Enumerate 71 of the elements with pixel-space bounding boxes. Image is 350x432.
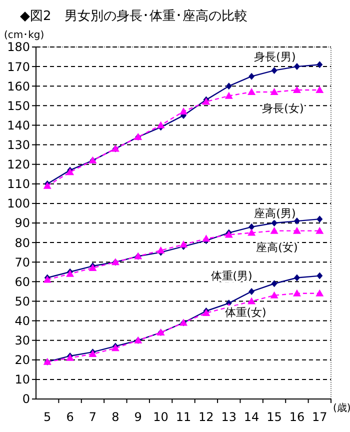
point: [292, 86, 301, 94]
point: [270, 88, 278, 95]
point: [316, 289, 324, 296]
point: [292, 289, 301, 296]
y-tick-label: 150: [7, 98, 30, 113]
y-tick-label: 50: [14, 294, 30, 308]
y-tick-label: 70: [14, 255, 30, 270]
series-label: 身長(女): [262, 102, 304, 116]
point: [180, 108, 188, 115]
y-tick-label: 90: [14, 216, 30, 230]
y-tick-label: 180: [7, 40, 30, 54]
point: [156, 121, 165, 128]
series-label: 体重(女): [224, 306, 266, 320]
point: [248, 88, 256, 95]
point: [316, 226, 324, 234]
point: [248, 297, 256, 304]
point: [248, 228, 256, 236]
point: [270, 291, 278, 298]
x-tick-label: 16: [289, 410, 305, 424]
x-tick-label: 12: [198, 410, 214, 424]
y-tick-label: 40: [14, 314, 30, 328]
point: [271, 220, 278, 226]
point: [292, 226, 301, 234]
x-tick-label: 14: [244, 410, 260, 424]
point: [271, 280, 278, 288]
x-tick-label: 10: [153, 410, 168, 424]
series-label: 身長(男): [254, 50, 296, 64]
point: [156, 246, 165, 254]
chart-title: ◆図2 男女別の身長･体重･座高の比較: [20, 8, 248, 24]
point: [248, 223, 255, 230]
y-tick-label: 110: [7, 177, 30, 192]
point: [294, 274, 300, 282]
series-label: 座高(女): [256, 240, 298, 254]
point: [224, 92, 233, 99]
x-tick-label: 8: [112, 410, 120, 424]
y-tick-label: 130: [7, 138, 30, 152]
point: [226, 82, 232, 90]
x-tick-label: 7: [88, 410, 97, 424]
point: [294, 218, 300, 225]
x-axis-title: (歳): [333, 402, 350, 414]
x-tick-label: 5: [44, 410, 52, 424]
y-tick-label: 160: [7, 79, 30, 94]
y-tick-label: 10: [14, 372, 30, 387]
y-tick-label: 60: [14, 274, 30, 289]
x-tick-label: 11: [176, 410, 192, 424]
point: [316, 86, 324, 94]
point: [316, 216, 323, 223]
point: [248, 72, 255, 80]
point: [270, 226, 278, 234]
x-tick-label: 6: [66, 410, 74, 424]
y-tick-label: 80: [14, 236, 30, 250]
point: [202, 234, 210, 242]
x-tick-label: 9: [134, 410, 142, 424]
y-tick-label: 170: [7, 60, 30, 74]
y-tick-label: 20: [14, 353, 30, 368]
series-label: 座高(男): [254, 207, 296, 220]
x-tick-label: 13: [221, 410, 237, 424]
series-label: 体重(男): [210, 269, 252, 282]
point: [248, 288, 255, 295]
y-tick-label: 0: [22, 392, 30, 406]
point: [316, 272, 323, 280]
y-tick-label: 30: [14, 334, 30, 348]
point: [294, 63, 300, 70]
y-tick-label: 100: [7, 196, 30, 211]
y-tick-label: 140: [7, 118, 30, 132]
point: [271, 66, 278, 74]
x-tick-label: 15: [266, 410, 282, 424]
x-tick-label: 17: [312, 410, 328, 424]
point: [316, 61, 323, 68]
y-axis-title: (cm･kg): [4, 30, 44, 41]
y-tick-label: 120: [7, 158, 30, 172]
